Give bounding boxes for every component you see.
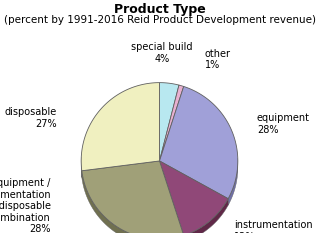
Polygon shape [81, 83, 160, 171]
Text: equipment /
instrumentation
& disposable
combination
28%: equipment / instrumentation & disposable… [0, 178, 51, 233]
Polygon shape [160, 86, 238, 199]
Polygon shape [160, 83, 179, 161]
Text: instrumentation
12%: instrumentation 12% [234, 220, 312, 233]
Polygon shape [184, 199, 228, 233]
Polygon shape [160, 85, 184, 161]
Text: Product Type: Product Type [114, 3, 205, 17]
Polygon shape [82, 161, 184, 233]
Polygon shape [160, 161, 228, 233]
Text: equipment
28%: equipment 28% [257, 113, 310, 135]
Polygon shape [228, 158, 238, 205]
Text: (percent by 1991-2016 Reid Product Development revenue): (percent by 1991-2016 Reid Product Devel… [4, 15, 315, 25]
Text: special build
4%: special build 4% [131, 42, 193, 64]
Text: other
1%: other 1% [205, 49, 231, 70]
Polygon shape [82, 171, 184, 233]
Polygon shape [81, 157, 82, 177]
Text: disposable
27%: disposable 27% [4, 107, 56, 129]
